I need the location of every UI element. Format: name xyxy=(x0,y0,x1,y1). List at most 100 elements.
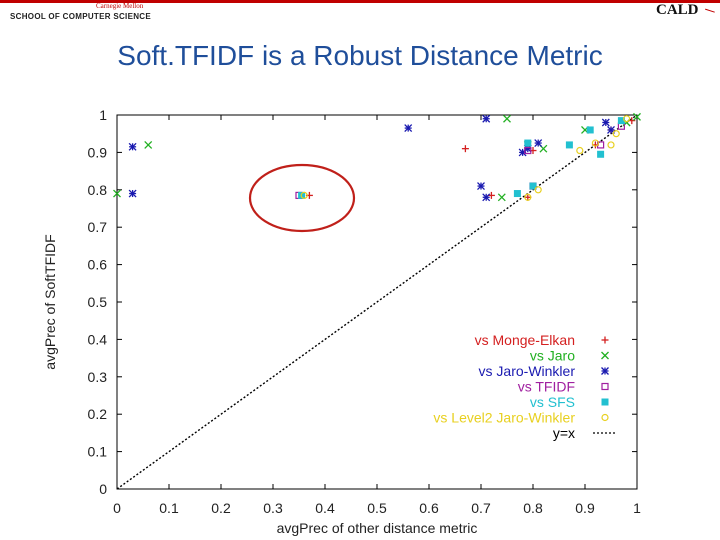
y-tick-label: 0.3 xyxy=(88,369,108,385)
highlight-ellipse xyxy=(248,163,356,233)
y-tick-label: 0.9 xyxy=(88,144,108,160)
data-point-series-2-stroke xyxy=(482,114,491,123)
series-line-yx xyxy=(116,114,638,490)
legend-label: vs Jaro-Winkler xyxy=(479,363,576,379)
x-tick-label: 0.7 xyxy=(471,500,491,516)
data-point-series-5-shape xyxy=(534,186,542,194)
school-name: SCHOOL OF COMPUTER SCIENCE xyxy=(10,12,151,21)
data-points xyxy=(113,112,641,202)
university-logo: Carnegie Mellon xyxy=(96,2,144,10)
data-point-series-5 xyxy=(607,141,615,149)
y-tick-label: 0.2 xyxy=(88,406,108,422)
data-point-series-4-shape xyxy=(617,117,625,125)
data-point-series-0 xyxy=(487,191,495,199)
data-point-series-4 xyxy=(565,141,573,149)
data-point-series-4 xyxy=(597,150,605,158)
y-tick-label: 0.1 xyxy=(88,444,108,460)
data-point-series-2-stroke xyxy=(601,118,610,127)
data-point-series-5-shape xyxy=(622,115,631,123)
data-point-series-0 xyxy=(524,193,532,201)
data-point-series-4-shape xyxy=(524,139,532,147)
legend-swatch xyxy=(601,382,609,391)
data-point-series-2-stroke xyxy=(477,182,485,191)
data-point-series-5-shape xyxy=(300,191,308,200)
legend-label: y=x xyxy=(553,425,575,441)
header-red-rule xyxy=(0,0,720,3)
y-tick-label: 0.6 xyxy=(88,257,108,273)
data-point-series-2-stroke xyxy=(534,139,543,148)
data-point-series-2-stroke xyxy=(128,142,137,151)
data-point-series-1-stroke xyxy=(633,112,641,121)
x-tick-label: 1 xyxy=(633,500,641,516)
legend-label: vs Monge-Elkan xyxy=(475,332,575,348)
axis-ticks: 0 0.1 0.2 0.3 0.4 0.5 0.6 0.7 0.8 0.9 1 0 0.1 0.2 0.3 0… xyxy=(88,107,642,516)
x-axis-label: avgPrec of other distance metric xyxy=(277,520,478,536)
data-point-series-4 xyxy=(617,117,625,125)
data-point-series-1-stroke xyxy=(144,140,153,149)
data-point-series-5-shape xyxy=(591,139,600,147)
legend-swatch xyxy=(601,398,609,406)
y-axis-label: avgPrec of SoftTFIDF xyxy=(42,234,58,369)
data-point-series-4 xyxy=(529,182,537,190)
data-point-series-5-shape xyxy=(524,193,532,201)
legend-swatch xyxy=(601,336,609,344)
data-point-series-2 xyxy=(477,182,485,191)
x-tick-label: 0.6 xyxy=(419,500,439,516)
data-point-series-1 xyxy=(144,140,153,149)
data-point-series-1 xyxy=(113,189,121,198)
data-point-series-2-stroke xyxy=(404,124,413,133)
data-point-series-1 xyxy=(633,112,641,121)
legend-swatch-shape xyxy=(601,382,609,391)
data-point-series-5 xyxy=(534,186,542,194)
data-point-series-3-shape xyxy=(524,146,532,155)
data-point-series-4 xyxy=(586,126,594,134)
data-point-series-5 xyxy=(576,146,584,155)
legend-swatch-shape xyxy=(601,398,609,406)
legend-label: vs TFIDF xyxy=(518,379,575,395)
legend-swatch xyxy=(601,413,609,422)
data-point-series-2 xyxy=(404,124,413,133)
data-point-series-2-stroke xyxy=(128,189,137,198)
header-bar: Carnegie Mellon SCHOOL OF COMPUTER SCIEN… xyxy=(0,0,720,24)
data-point-series-5-shape xyxy=(612,130,620,138)
data-point-series-4 xyxy=(524,139,532,147)
data-point-series-5 xyxy=(591,139,600,147)
data-point-series-1-stroke xyxy=(539,144,548,153)
x-tick-label: 0.4 xyxy=(315,500,335,516)
data-point-series-3 xyxy=(524,146,532,155)
y-tick-label: 1 xyxy=(99,107,107,123)
legend-swatch xyxy=(601,351,609,360)
y-tick-label: 0.8 xyxy=(88,182,108,198)
legend-swatch xyxy=(601,367,609,375)
data-point-series-2 xyxy=(482,193,491,202)
data-point-series-2-stroke xyxy=(482,193,491,202)
x-tick-label: 0.9 xyxy=(575,500,595,516)
data-point-series-5-shape xyxy=(576,146,584,155)
x-tick-label: 0.2 xyxy=(211,500,231,516)
y-tick-label: 0.4 xyxy=(88,331,108,347)
legend-swatch-stroke xyxy=(601,351,609,360)
data-point-series-2-stroke xyxy=(607,126,615,134)
data-point-series-1 xyxy=(497,193,506,202)
data-point-series-1-stroke xyxy=(497,193,506,202)
data-point-series-0 xyxy=(461,145,469,153)
y-tick-label: 0 xyxy=(99,481,107,497)
legend-swatch-stroke xyxy=(601,367,609,375)
data-point-series-4-shape xyxy=(513,190,521,198)
data-point-series-5 xyxy=(300,191,308,200)
data-point-series-4-shape xyxy=(597,150,605,158)
data-point-series-5 xyxy=(622,115,631,123)
x-tick-label: 0.8 xyxy=(523,500,543,516)
data-point-series-4-shape xyxy=(565,141,573,149)
y-tick-label: 0.7 xyxy=(88,219,108,235)
x-tick-label: 0.5 xyxy=(367,500,387,516)
data-point-series-2 xyxy=(534,139,543,148)
x-tick-label: 0.1 xyxy=(159,500,179,516)
x-tick-label: 0 xyxy=(113,500,121,516)
data-point-series-4-shape xyxy=(586,126,594,134)
data-point-series-5 xyxy=(524,193,532,201)
diagonal-line xyxy=(116,114,638,490)
data-point-series-2 xyxy=(482,114,491,123)
